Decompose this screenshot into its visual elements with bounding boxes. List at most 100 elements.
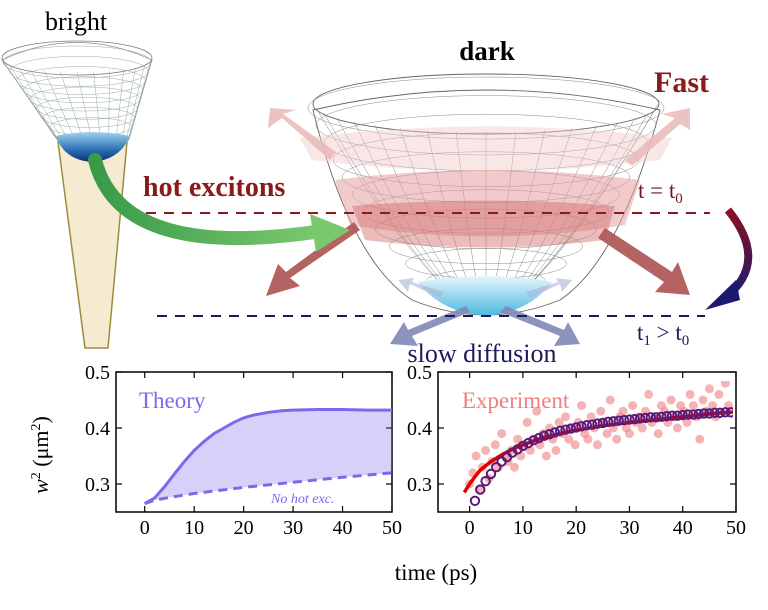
theory-xtick-label: 50 — [382, 517, 402, 539]
experiment-xtick-label: 50 — [726, 517, 746, 539]
experiment-marker — [714, 407, 726, 419]
experiment-marker — [704, 408, 715, 419]
theory-xtick-label: 30 — [283, 517, 303, 539]
experiment-marker — [480, 476, 491, 487]
theory-ytick-label: 0.5 — [85, 362, 110, 384]
experiment-marker — [688, 409, 699, 420]
experiment-marker — [677, 409, 688, 421]
experiment-marker — [656, 411, 667, 422]
experiment-point — [583, 434, 593, 444]
experiment-marker — [672, 410, 683, 421]
experiment-point — [509, 462, 519, 472]
experiment-point — [628, 401, 638, 411]
bright-cone — [1, 40, 153, 162]
experiment-marker — [645, 412, 656, 423]
experiment-point — [698, 395, 708, 405]
experiment-marker — [602, 416, 614, 428]
label-t1: t1 > t0 — [637, 320, 689, 349]
label-t0: t = t0 — [638, 178, 683, 207]
experiment-marker — [608, 416, 619, 427]
x-axis-label: time (ps) — [395, 560, 477, 585]
experiment-point — [551, 445, 561, 455]
experiment-marker — [517, 440, 529, 452]
label-slow-diffusion: slow diffusion — [407, 339, 556, 368]
experiment-marker — [634, 413, 646, 424]
experiment-point — [564, 434, 574, 444]
experiment-marker — [650, 412, 662, 423]
theory-curve — [143, 408, 392, 505]
experiment-marker — [544, 428, 555, 440]
experiment-point — [688, 401, 698, 411]
theory-xtick-label: 0 — [140, 517, 150, 539]
experiment-marker — [491, 462, 502, 473]
label-bright: bright — [45, 7, 108, 36]
experiment-point — [618, 406, 628, 416]
bright-excitons — [56, 132, 130, 162]
experiment-point — [541, 451, 551, 461]
experiment-point — [624, 429, 634, 439]
experiment-point — [522, 417, 532, 427]
label-dark: dark — [459, 36, 515, 66]
experiment-point — [666, 395, 676, 405]
experiment-point — [481, 445, 491, 455]
no-hot-curve — [144, 471, 392, 506]
experiment-marker — [475, 484, 486, 495]
experiment-xtick-label: 10 — [513, 517, 533, 539]
experiment-marker — [624, 414, 635, 425]
experiment-point — [682, 417, 692, 427]
experiment-point — [532, 406, 542, 416]
experiment-point — [586, 412, 596, 422]
experiment-frame — [437, 371, 737, 513]
experiment-point — [685, 389, 695, 399]
label-hot-excitons: hot excitons — [143, 172, 285, 203]
theory-label: Theory — [139, 388, 206, 413]
fast-arrows — [266, 108, 690, 296]
experiment-marker — [469, 495, 481, 506]
theory-ytick-label: 0.4 — [85, 418, 110, 440]
experiment-point — [612, 434, 622, 444]
time-arrow — [705, 207, 753, 310]
experiment-point — [513, 434, 523, 444]
experiment-point — [653, 429, 663, 439]
experiment-marker — [555, 425, 566, 436]
experiment-point — [714, 389, 724, 399]
experiment-point — [490, 440, 500, 450]
experiment-xtick-label: 30 — [619, 517, 639, 539]
experiment-marker — [613, 415, 624, 426]
experiment-point — [605, 395, 615, 405]
experiment-point — [704, 384, 714, 394]
experiment-point — [570, 440, 580, 450]
hot-exciton-band-upper — [300, 126, 672, 171]
theory-panel: 0 10 20 30 40 50 0.3 0.4 0.5 Theory No hot exc. — [85, 362, 402, 539]
theory-ytick-label: 0.3 — [85, 474, 110, 496]
experiment-ytick-label: 0.3 — [407, 474, 432, 496]
hot-exciton-band-core — [352, 200, 615, 248]
experiment-marker — [570, 422, 582, 433]
dark-cone — [300, 73, 672, 316]
experiment-marker — [549, 427, 561, 438]
experiment-marker — [693, 408, 704, 420]
experiment-point — [471, 451, 481, 461]
no-hot-label: No hot exc. — [270, 492, 334, 507]
experiment-point — [602, 429, 612, 439]
experiment-ytick-label: 0.4 — [407, 418, 432, 440]
experiment-marker — [698, 408, 710, 419]
experiment-xtick-label: 0 — [465, 517, 475, 539]
experiment-point — [592, 440, 602, 450]
theory-xtick-label: 10 — [184, 517, 204, 539]
theory-xtick-label: 40 — [333, 517, 353, 539]
experiment-marker — [709, 407, 720, 419]
cold-excitons — [418, 276, 552, 316]
experiment-point — [577, 401, 587, 411]
experiment-point — [637, 423, 647, 433]
experiment-marker — [666, 410, 678, 421]
experiment-marker — [592, 418, 603, 429]
experiment-xtick-label: 40 — [673, 517, 693, 539]
experiment-marker — [539, 430, 550, 442]
experiment-marker — [565, 423, 577, 434]
experiment-marker — [523, 437, 534, 449]
experiment-marker — [640, 412, 651, 424]
hot-exciton-band — [335, 170, 640, 237]
experiment-marker — [661, 411, 672, 422]
experiment-marker — [682, 409, 694, 420]
